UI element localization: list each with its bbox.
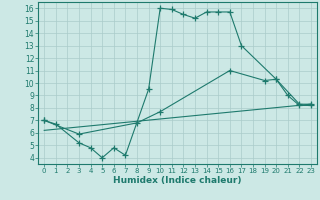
X-axis label: Humidex (Indice chaleur): Humidex (Indice chaleur) (113, 176, 242, 185)
